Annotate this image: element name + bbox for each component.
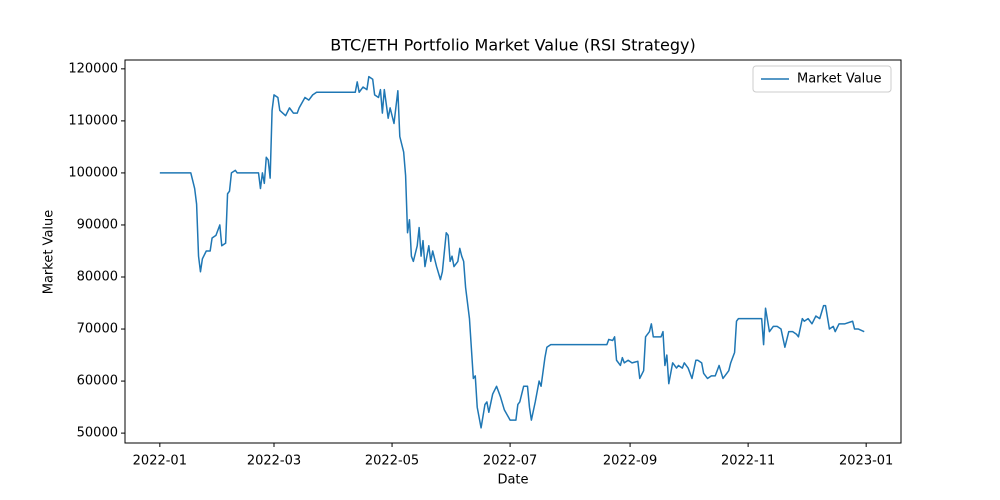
y-tick-label: 100000: [68, 165, 118, 180]
x-tick-label: 2022-07: [483, 454, 537, 469]
legend-label: Market Value: [797, 72, 882, 87]
legend-box: [752, 65, 892, 93]
y-tick-label: 90000: [77, 217, 118, 232]
x-tick-label: 2022-11: [721, 454, 775, 469]
y-tick-label: 50000: [77, 426, 118, 441]
chart-title: BTC/ETH Portfolio Market Value (RSI Stra…: [330, 36, 696, 55]
y-tick-label: 60000: [77, 374, 118, 389]
data-line: [159, 75, 865, 429]
x-tick-label: 2022-03: [247, 454, 301, 469]
x-axis-label: Date: [497, 473, 528, 488]
x-tick-label: 2022-05: [365, 454, 419, 469]
y-axis-label: Market Value: [42, 210, 57, 295]
y-tick-label: 70000: [77, 322, 118, 337]
y-tick-label: 110000: [68, 113, 118, 128]
x-tick-label: 2023-01: [839, 454, 893, 469]
y-tick-label: 120000: [68, 61, 118, 76]
plot-frame: [124, 59, 902, 444]
x-tick-label: 2022-01: [133, 454, 187, 469]
y-tick-label: 80000: [77, 269, 118, 284]
x-tick-label: 2022-09: [603, 454, 657, 469]
